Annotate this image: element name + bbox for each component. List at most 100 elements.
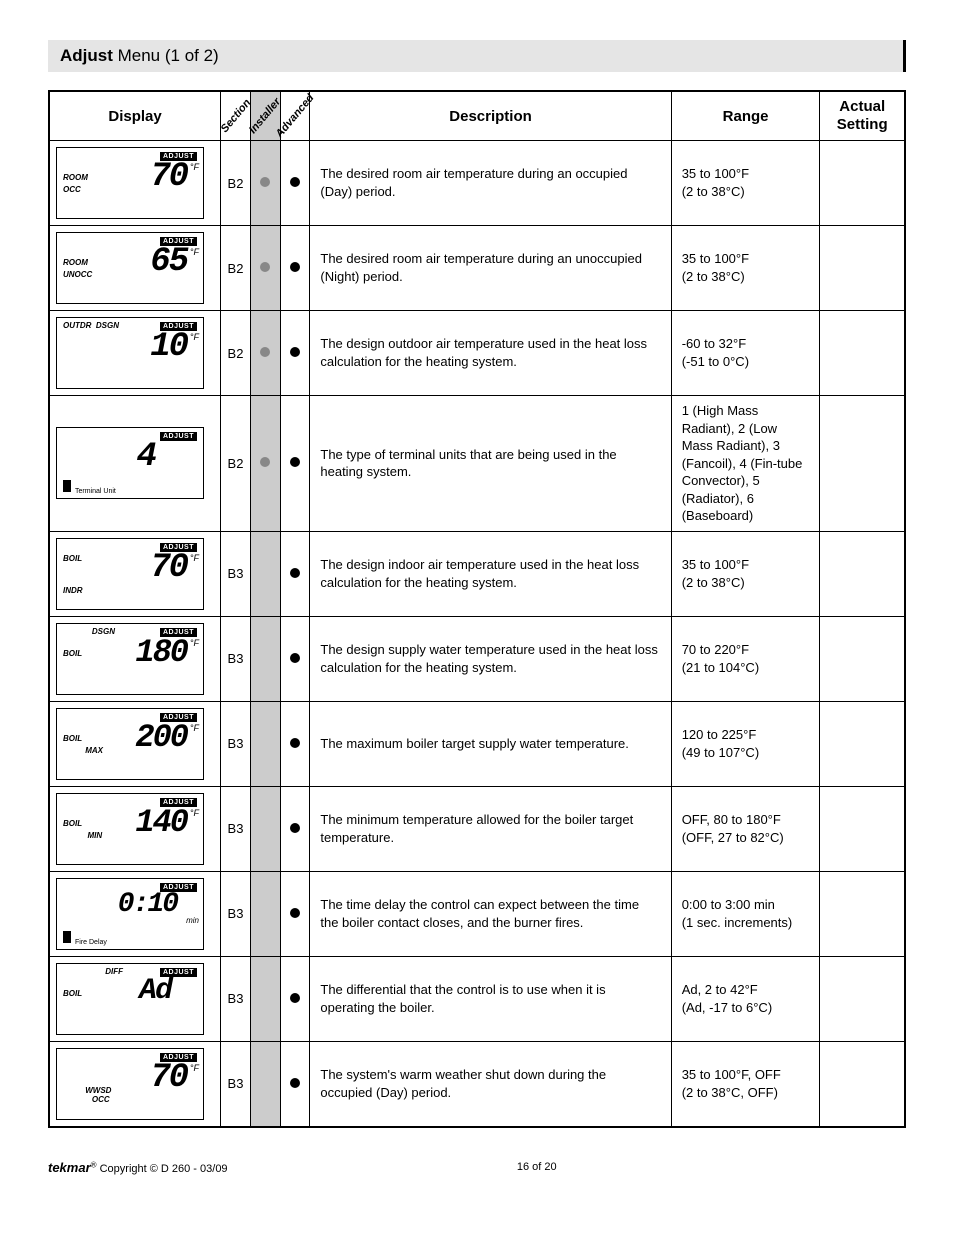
section-cell: B2: [221, 141, 251, 226]
advanced-cell: [280, 396, 310, 532]
display-cell: ADJUST0:10minFire Delay: [49, 871, 221, 956]
description-cell: The time delay the control can expect be…: [310, 871, 671, 956]
actual-setting-cell[interactable]: [820, 786, 905, 871]
settings-table: Display Section Installer Advanced Descr…: [48, 90, 906, 1128]
section-cell: B3: [221, 701, 251, 786]
dot-icon: [260, 262, 270, 272]
copyright-text: Copyright © D 260 - 03/09: [97, 1163, 228, 1175]
dot-icon: [290, 262, 300, 272]
table-row: ADJUSTROOMUNOCC65°FB2The desired room ai…: [49, 226, 905, 311]
installer-cell: [250, 396, 280, 532]
display-cell: ADJUSTBOILINDR70°F: [49, 531, 221, 616]
lcd-value: 200: [135, 719, 187, 756]
advanced-cell: [280, 531, 310, 616]
actual-setting-cell[interactable]: [820, 701, 905, 786]
section-cell: B3: [221, 1041, 251, 1127]
description-cell: The design supply water temperature used…: [310, 616, 671, 701]
actual-setting-cell[interactable]: [820, 956, 905, 1041]
actual-setting-cell[interactable]: [820, 1041, 905, 1127]
dot-icon: [290, 823, 300, 833]
display-cell: ADJUSTBOIL MAX200°F: [49, 701, 221, 786]
installer-cell: [250, 616, 280, 701]
brand-logo: tekmar: [48, 1160, 91, 1175]
title-rest: Menu (1 of 2): [113, 46, 219, 65]
lcd-display: ADJUSTROOMUNOCC65°F: [56, 232, 204, 304]
col-advanced: Advanced: [280, 91, 310, 141]
range-cell: 35 to 100°F (2 to 38°C): [671, 141, 820, 226]
display-cell: ADJUSTBOIL MIN140°F: [49, 786, 221, 871]
range-cell: Ad, 2 to 42°F (Ad, -17 to 6°C): [671, 956, 820, 1041]
table-row: ADJUSTROOMOCC70°FB2The desired room air …: [49, 141, 905, 226]
dot-icon: [290, 568, 300, 578]
col-display: Display: [49, 91, 221, 141]
dot-icon: [260, 177, 270, 187]
lcd-value: Ad: [139, 974, 171, 1008]
lcd-display: ADJUSTBOIL MIN140°F: [56, 793, 204, 865]
installer-cell: [250, 701, 280, 786]
installer-cell: [250, 141, 280, 226]
lcd-value: 0:10: [118, 889, 177, 920]
lcd-display: ADJUST4Terminal Unit: [56, 427, 204, 499]
advanced-cell: [280, 956, 310, 1041]
dot-icon: [290, 908, 300, 918]
table-row: ADJUST DIFFBOILAdB3 The differential that…: [49, 956, 905, 1041]
display-cell: ADJUST4Terminal Unit: [49, 396, 221, 532]
display-cell: ADJUSTOUTDR DSGN10°F: [49, 311, 221, 396]
actual-setting-cell[interactable]: [820, 141, 905, 226]
installer-cell: [250, 871, 280, 956]
range-cell: 0:00 to 3:00 min (1 sec. increments): [671, 871, 820, 956]
col-section: Section: [221, 91, 251, 141]
section-cell: B2: [221, 311, 251, 396]
advanced-cell: [280, 616, 310, 701]
lcd-display: ADJUSTOUTDR DSGN10°F: [56, 317, 204, 389]
dot-icon: [290, 653, 300, 663]
lcd-display: ADJUST DSGNBOIL180°F: [56, 623, 204, 695]
lcd-value: 180: [135, 634, 187, 671]
actual-setting-cell[interactable]: [820, 871, 905, 956]
range-cell: 35 to 100°F, OFF (2 to 38°C, OFF): [671, 1041, 820, 1127]
section-cell: B2: [221, 226, 251, 311]
display-cell: ADJUST DSGNBOIL180°F: [49, 616, 221, 701]
section-cell: B3: [221, 956, 251, 1041]
installer-cell: [250, 311, 280, 396]
section-cell: B2: [221, 396, 251, 532]
actual-setting-cell[interactable]: [820, 531, 905, 616]
table-row: ADJUSTBOIL MAX200°FB3 The maximum boiler …: [49, 701, 905, 786]
dot-icon: [290, 457, 300, 467]
range-cell: -60 to 32°F (-51 to 0°C): [671, 311, 820, 396]
adjust-tag: ADJUST: [160, 432, 197, 441]
actual-setting-cell[interactable]: [820, 226, 905, 311]
display-cell: ADJUSTROOMUNOCC65°F: [49, 226, 221, 311]
dot-icon: [290, 993, 300, 1003]
terminal-icon: [63, 931, 71, 943]
range-cell: OFF, 80 to 180°F (OFF, 27 to 82°C): [671, 786, 820, 871]
display-cell: ADJUST WWSD OCC70°F: [49, 1041, 221, 1127]
description-cell: The differential that the control is to …: [310, 956, 671, 1041]
advanced-cell: [280, 311, 310, 396]
advanced-cell: [280, 871, 310, 956]
actual-setting-cell[interactable]: [820, 396, 905, 532]
dot-icon: [290, 177, 300, 187]
description-cell: The design indoor air temperature used i…: [310, 531, 671, 616]
description-cell: The maximum boiler target supply water t…: [310, 701, 671, 786]
table-row: ADJUST4Terminal UnitB2The type of termin…: [49, 396, 905, 532]
lcd-value: 4: [137, 438, 155, 476]
advanced-cell: [280, 226, 310, 311]
table-row: ADJUSTOUTDR DSGN10°FB2 The design outdoor…: [49, 311, 905, 396]
table-row: ADJUSTBOILINDR70°FB3The design indoor ai…: [49, 531, 905, 616]
dot-icon: [260, 347, 270, 357]
description-cell: The design outdoor air temperature used …: [310, 311, 671, 396]
description-cell: The desired room air temperature during …: [310, 141, 671, 226]
lcd-display: ADJUST DIFFBOILAd: [56, 963, 204, 1035]
lcd-value: 70: [150, 158, 187, 196]
advanced-cell: [280, 1041, 310, 1127]
description-cell: The minimum temperature allowed for the …: [310, 786, 671, 871]
description-cell: The type of terminal units that are bein…: [310, 396, 671, 532]
installer-cell: [250, 956, 280, 1041]
actual-setting-cell[interactable]: [820, 311, 905, 396]
title-bold: Adjust: [60, 46, 113, 65]
installer-cell: [250, 226, 280, 311]
actual-setting-cell[interactable]: [820, 616, 905, 701]
dot-icon: [290, 738, 300, 748]
section-cell: B3: [221, 871, 251, 956]
